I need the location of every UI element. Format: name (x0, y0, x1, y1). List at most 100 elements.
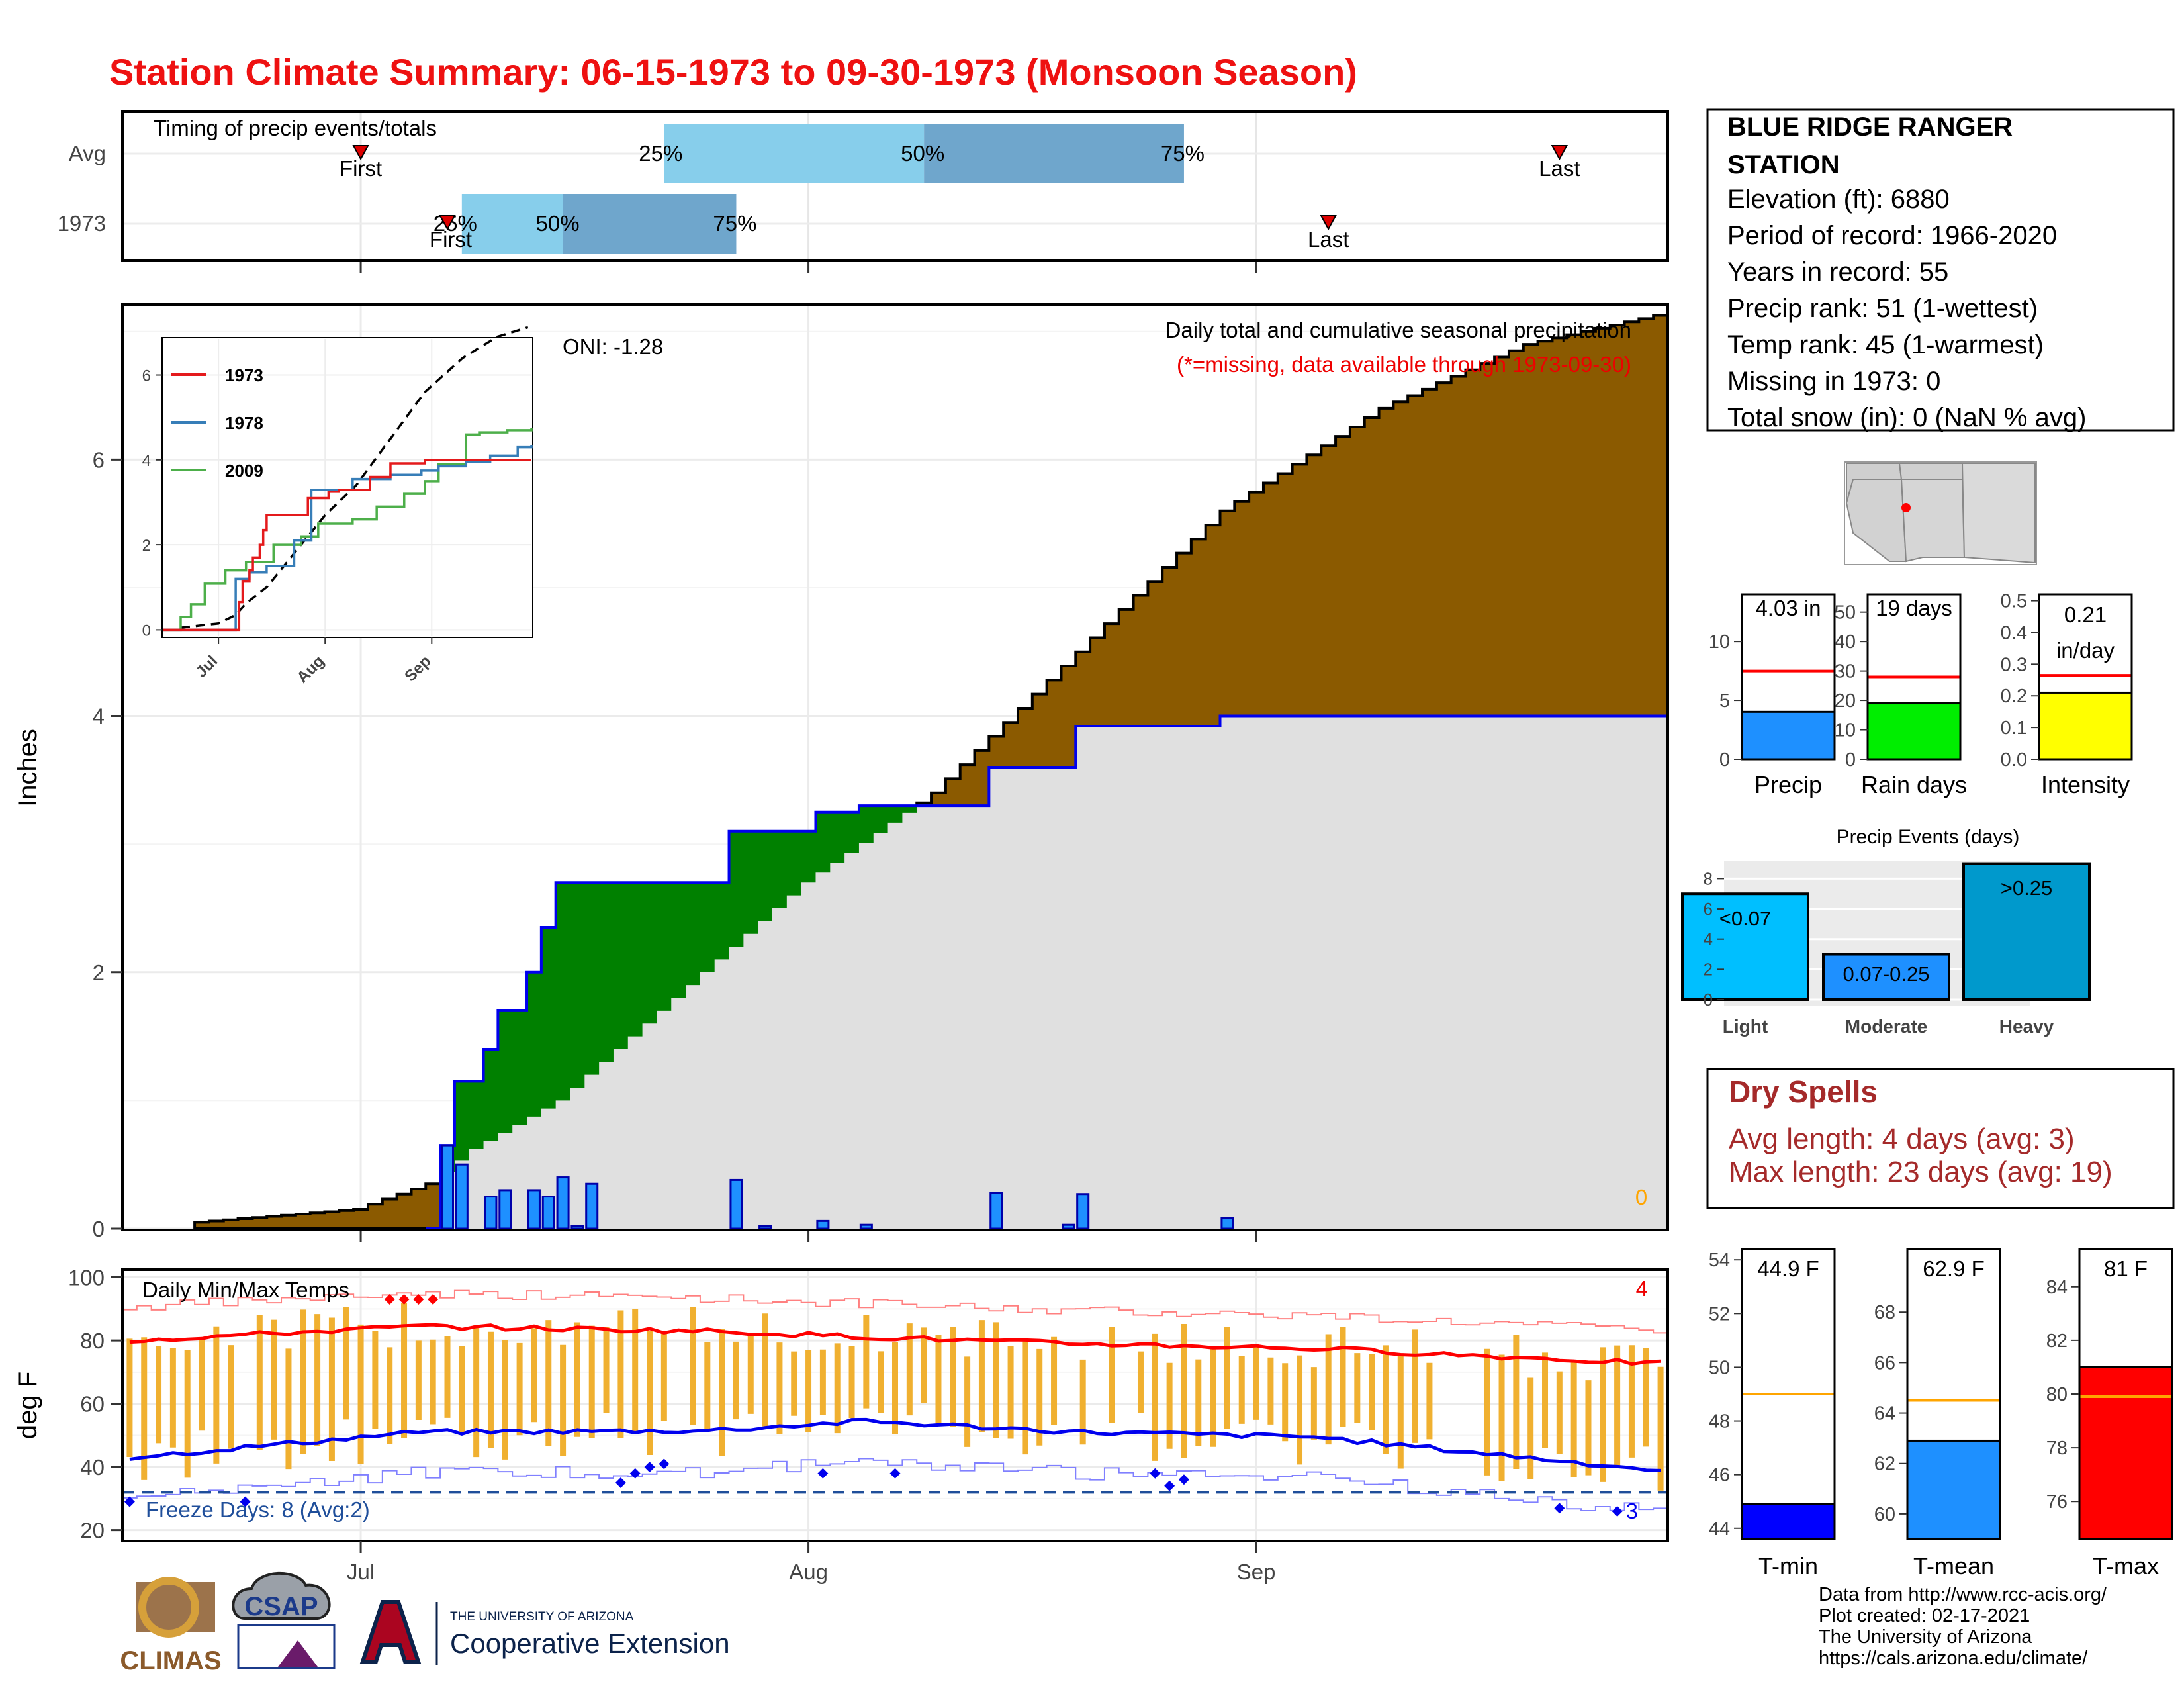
rain-days-label: Rain days (1861, 771, 1967, 798)
precip-y-tick-label: 2 (93, 961, 105, 985)
y1973-50-label: 50% (536, 211, 580, 236)
tmin-label: T-min (1758, 1552, 1818, 1579)
intensity-label: Intensity (2041, 771, 2130, 798)
mini-bar-tick-label: 0.5 (2001, 591, 2027, 612)
avg-max-line (129, 1323, 1661, 1366)
avg-last-label: Last (1539, 156, 1580, 181)
temp-bar-tick-label: 80 (2046, 1384, 2068, 1405)
rain-days-chart: 19 days Rain days 0 10 20 30 40 50 (1835, 593, 1967, 798)
precip-y-tick-label: 0 (93, 1217, 105, 1241)
tmean-frame (1906, 1248, 2001, 1540)
station-temp-rank: Temp rank: 45 (1-warmest) (1727, 330, 2044, 359)
rain-days-frame (1866, 593, 1962, 761)
mini-bar-tick-label: 0.0 (2001, 749, 2027, 771)
precip-total-frame (1741, 593, 1836, 761)
station-location-marker (1901, 503, 1911, 512)
timing-row-avg-label: Avg (69, 141, 106, 165)
station-info: BLUE RIDGE RANGER STATION Elevation (ft)… (1706, 108, 2175, 432)
station-elevation: Elevation (ft): 6880 (1727, 185, 1950, 214)
temp-bar-tick-label: 66 (1874, 1352, 1895, 1374)
precip-y-tick-label: 4 (93, 704, 105, 729)
intensity-value: 0.21 (2064, 602, 2107, 627)
tmean-ticks: 60 62 64 66 68 (1874, 1302, 1907, 1525)
dry-spells-max: Max length: 23 days (avg: 19) (1729, 1156, 2113, 1188)
precip-total-ticks: 0 5 10 (1709, 632, 1742, 771)
inset-frame (161, 337, 533, 638)
record-min-marker (1150, 1468, 1161, 1479)
temp-bar-tick-label: 62 (1874, 1454, 1895, 1475)
intensity-frame (2038, 593, 2133, 761)
mini-bar-tick-label: 10 (1835, 720, 1856, 741)
record-max-marker (398, 1293, 410, 1305)
temp-y-tick-label: 40 (80, 1455, 105, 1479)
temp-x-tick-label: Aug (789, 1560, 828, 1584)
precip-events-chart: Precip Events (days) <0.07 Light 0.07-0.25… (1681, 826, 2091, 1037)
cumulative-1973-line (426, 714, 1668, 1230)
record-min-marker (629, 1468, 641, 1479)
precip-y-axis-title: Inches (13, 729, 42, 807)
events-category-label: Heavy (1999, 1016, 2054, 1037)
y1973-last-label: Last (1308, 227, 1349, 252)
record-min-marker (1612, 1506, 1623, 1517)
mini-bar-tick-label: 0.4 (2001, 622, 2027, 643)
inset-y-tick-label: 6 (142, 367, 151, 385)
temp-panel: Daily Min/Max Temps 4 3 Freeze Days: 8 (… (13, 1266, 1669, 1584)
temp-y-tick-label: 80 (80, 1329, 105, 1353)
avg-25-label: 25% (639, 141, 682, 165)
daily-precip-bar (570, 1225, 584, 1230)
climas-sun-icon (138, 1577, 199, 1638)
record-min-marker (817, 1468, 829, 1479)
tmax-ticks: 76 78 80 82 84 (2046, 1277, 2079, 1513)
events-bar (1681, 892, 1809, 1002)
temp-bar-tick-label: 78 (2046, 1438, 2068, 1459)
tmin-chart: 44.9 F T-min 44 46 48 50 52 54 (1709, 1248, 1836, 1579)
dry-spells-avg: Avg length: 4 days (avg: 3) (1729, 1123, 2075, 1155)
daily-precip-bar (527, 1189, 541, 1230)
inset-x-tick-label: Aug (293, 652, 328, 686)
inset-y-tick-label: 4 (142, 452, 151, 470)
temp-bar-tick-label: 46 (1709, 1465, 1730, 1486)
ua-block-a-icon (359, 1600, 422, 1664)
station-name-line1: BLUE RIDGE RANGER (1727, 113, 2013, 142)
daily-precip-bar (541, 1196, 555, 1230)
station-period: Period of record: 1966-2020 (1727, 221, 2057, 250)
temp-bar-tick-label: 64 (1874, 1403, 1895, 1425)
timing-quartile-boxes (461, 124, 1184, 254)
temp-bar-tick-label: 44 (1709, 1519, 1730, 1540)
location-map (1844, 461, 2037, 565)
credits: Data from http://www.rcc-acis.org/ Plot … (1819, 1584, 2107, 1669)
climas-logo-text: CLIMAS (120, 1646, 221, 1675)
daily-precip-bar (1062, 1223, 1075, 1230)
record-max-count: 4 (1636, 1276, 1648, 1301)
record-min-line (122, 1458, 1668, 1512)
precip-total-bar (1741, 710, 1836, 761)
rain-days-ticks: 0 10 20 30 40 50 (1835, 602, 1868, 771)
events-category-label: Moderate (1845, 1016, 1927, 1037)
temp-bar-tick-label: 84 (2046, 1277, 2068, 1298)
temp-bar-tick-label: 52 (1709, 1303, 1730, 1325)
legend-1973-label: 1973 (225, 365, 263, 385)
precip-total-label: Precip (1754, 771, 1822, 798)
intensity-chart: 0.21 in/day Intensity 0.0 0.1 0.2 0.3 0.4 0.5 (2001, 591, 2133, 798)
dry-spells-frame (1706, 1068, 2175, 1209)
daily-precip-bar (816, 1219, 830, 1230)
events-bar-label: >0.25 (2001, 876, 2052, 900)
quartile-box-upper (563, 194, 737, 254)
temp-bar-tick-label: 54 (1709, 1250, 1730, 1271)
precip-frame (121, 303, 1669, 1231)
dry-spells-title: Dry Spells (1729, 1074, 1878, 1109)
events-y-tick-label: 6 (1704, 899, 1713, 919)
mini-bar-tick-label: 5 (1719, 690, 1730, 712)
record-min-count: 3 (1626, 1499, 1638, 1523)
tmin-ticks: 44 46 48 50 52 54 (1709, 1250, 1742, 1540)
events-y-tick-label: 4 (1704, 929, 1713, 949)
page-title: Station Climate Summary: 06-15-1973 to 0… (109, 51, 1357, 93)
inset-legend: 1973 1978 2009 (171, 365, 263, 481)
missing-note: (*=missing, data available through 1973-… (1177, 352, 1631, 377)
events-bars: <0.07 Light 0.07-0.25 Moderate >0.25 Heavy (1681, 862, 2091, 1037)
events-y-tick-label: 2 (1704, 959, 1713, 979)
precip-event-marker (1551, 145, 1569, 161)
daily-precip-bar (556, 1176, 570, 1230)
